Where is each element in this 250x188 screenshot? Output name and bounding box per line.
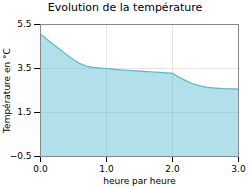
svg-text:1.5: 1.5 [17, 107, 31, 117]
svg-text:0.0: 0.0 [33, 164, 48, 174]
svg-text:3.5: 3.5 [17, 63, 31, 73]
svg-text:−0.5: −0.5 [10, 151, 32, 161]
svg-text:Température en °C: Température en °C [2, 48, 12, 134]
svg-text:3.0: 3.0 [231, 164, 246, 174]
svg-text:2.0: 2.0 [165, 164, 180, 174]
svg-text:5.5: 5.5 [17, 19, 31, 29]
svg-text:1.0: 1.0 [99, 164, 114, 174]
svg-text:heure par heure: heure par heure [103, 176, 176, 186]
html-text:Evolution de la température: Evolution de la température [47, 1, 203, 14]
